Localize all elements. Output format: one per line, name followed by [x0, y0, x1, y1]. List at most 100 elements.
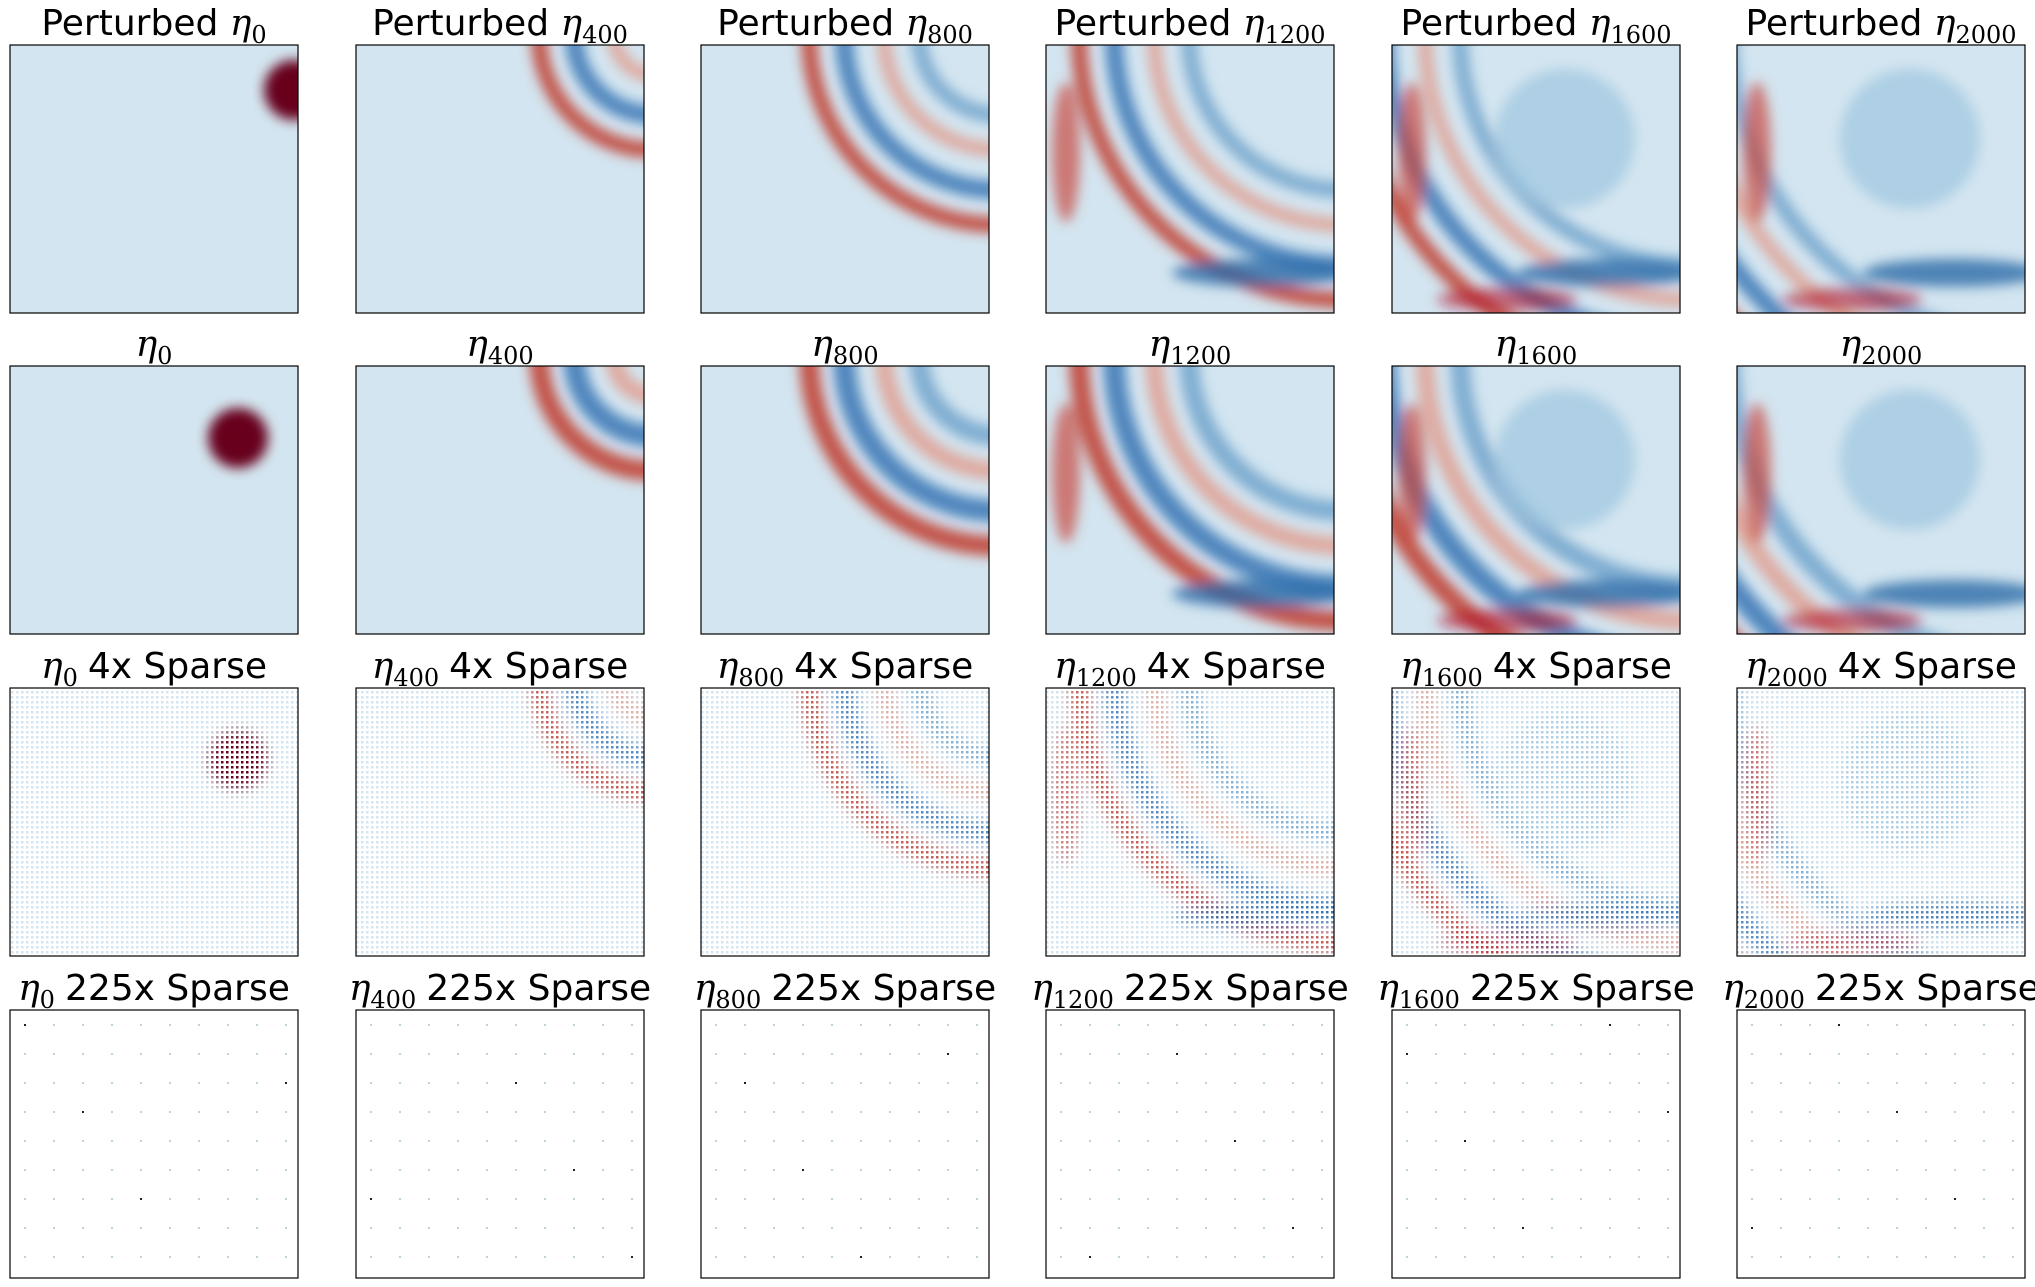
sample-dot — [370, 1053, 372, 1055]
sample-dot — [515, 1256, 517, 1258]
sample-dot — [1667, 1256, 1669, 1258]
title-subscript: 1200 — [1076, 664, 1137, 692]
reflection — [1863, 901, 2025, 930]
sample-dot — [198, 1169, 200, 1171]
title-prefix: Perturbed — [1054, 3, 1231, 44]
field — [1392, 366, 1680, 634]
panel: Perturbed η2000 — [1736, 3, 2026, 314]
sample-dot — [256, 1169, 258, 1171]
sample-dot — [1867, 1111, 1869, 1113]
sample-dot — [1406, 1198, 1408, 1200]
sample-dot — [370, 1198, 372, 1200]
panel-title: η2000 — [1840, 324, 1923, 370]
blank — [701, 1010, 989, 1278]
sample-dot — [1292, 1053, 1294, 1055]
sample-dot — [1435, 1256, 1437, 1258]
sample-dot — [399, 1111, 401, 1113]
sample-dot — [860, 1082, 862, 1084]
wave-front — [606, 366, 644, 404]
sample-dot — [82, 1169, 84, 1171]
heatmap — [356, 45, 644, 313]
sample-dot — [1147, 1082, 1149, 1084]
panel: Perturbed η1200 — [1045, 3, 1335, 314]
sample-dot — [1089, 1169, 1091, 1171]
bulk — [1839, 711, 1980, 852]
sample-dot — [1263, 1256, 1265, 1258]
sample-dot — [1954, 1256, 1956, 1258]
sample-dot — [370, 1082, 372, 1084]
title-subscript: 1600 — [1516, 342, 1577, 370]
sample-dot — [1838, 1053, 1840, 1055]
sample-dot — [457, 1256, 459, 1258]
sample-dot — [1176, 1256, 1178, 1258]
sample-dot — [457, 1082, 459, 1084]
sample-dot — [140, 1111, 142, 1113]
panel: η1200 225x Sparse — [1031, 968, 1349, 1279]
sample-dot — [1234, 1198, 1236, 1200]
sample-dot — [1954, 1053, 1956, 1055]
panel: η0 4x Sparse — [9, 646, 299, 957]
sample-dot — [1751, 1256, 1753, 1258]
reflection — [1052, 82, 1080, 223]
sample-dot — [1667, 1140, 1669, 1142]
sample-dot — [947, 1256, 949, 1258]
sample-dot — [1954, 1082, 1956, 1084]
sample-dot — [1060, 1053, 1062, 1055]
panel: η800 4x Sparse — [700, 646, 990, 957]
title-subscript: 800 — [715, 986, 761, 1014]
title-suffix: 225x Sparse — [1124, 968, 1349, 1009]
sample-dot — [802, 1256, 804, 1258]
heatmap — [1737, 1010, 2025, 1278]
sample-dot — [544, 1024, 546, 1026]
panel: η800 225x Sparse — [694, 968, 996, 1279]
sample-dot — [573, 1227, 575, 1229]
title-symbol: η — [1377, 968, 1399, 1009]
title-symbol: η — [372, 646, 394, 687]
reflection — [1743, 82, 1771, 223]
panel-frame — [1391, 365, 1681, 635]
sample-dot — [370, 1169, 372, 1171]
sample-dot — [1867, 1256, 1869, 1258]
sample-dot — [715, 1111, 717, 1113]
sample-dot — [1292, 1256, 1294, 1258]
field — [1392, 688, 1680, 956]
sample-dot — [1493, 1227, 1495, 1229]
sample-dot — [169, 1053, 171, 1055]
sample-dot — [515, 1053, 517, 1055]
sample-dot — [370, 1024, 372, 1026]
bulk — [1839, 389, 1980, 530]
sample-dot — [1263, 1140, 1265, 1142]
sample-dot — [1780, 1198, 1782, 1200]
sample-dot — [831, 1169, 833, 1171]
sample-dot — [256, 1053, 258, 1055]
sample-dot — [1292, 1111, 1294, 1113]
sample-dot — [1867, 1227, 1869, 1229]
sample-dot — [1406, 1053, 1408, 1055]
title-suffix: 225x Sparse — [65, 968, 290, 1009]
title-subscript: 1600 — [1610, 21, 1671, 49]
title-subscript: 1200 — [1170, 342, 1231, 370]
sample-dot — [1896, 1082, 1898, 1084]
blank — [1737, 1010, 2025, 1278]
reflection — [1052, 725, 1080, 866]
sample-dot — [53, 1256, 55, 1258]
sample-dot — [1609, 1227, 1611, 1229]
sample-dot — [1406, 1169, 1408, 1171]
sample-dot — [53, 1198, 55, 1200]
sample-dot — [140, 1198, 142, 1200]
sample-dot — [370, 1256, 372, 1258]
sample-dot — [744, 1082, 746, 1084]
panel-title: Perturbed η1600 — [1400, 3, 1671, 49]
sample-dot — [744, 1111, 746, 1113]
sample-dot — [24, 1053, 26, 1055]
sample-dot — [1321, 1111, 1323, 1113]
field-background — [10, 45, 298, 313]
sample-dot — [744, 1024, 746, 1026]
sample-dot — [24, 1111, 26, 1113]
sample-dot — [1780, 1082, 1782, 1084]
sample-dot — [947, 1198, 949, 1200]
sample-dot — [457, 1227, 459, 1229]
sample-dot — [2012, 1082, 2014, 1084]
sample-dot — [1838, 1227, 1840, 1229]
title-symbol: η — [1840, 324, 1862, 365]
